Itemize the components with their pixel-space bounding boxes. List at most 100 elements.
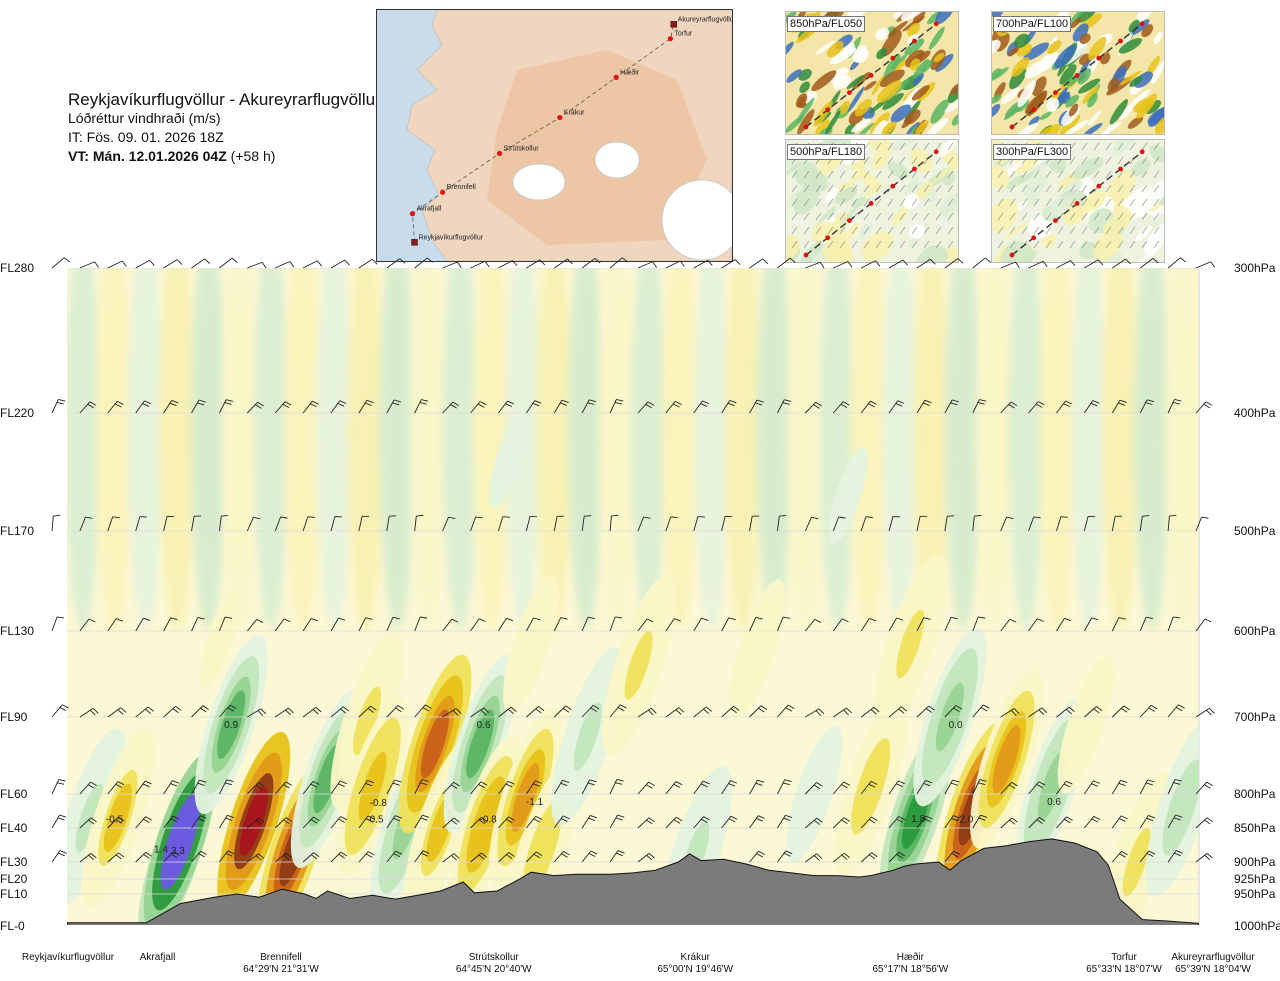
background-band	[819, 230, 855, 630]
value-label: -0.5	[106, 814, 124, 825]
right-axis-label: 600hPa	[1234, 624, 1276, 638]
left-axis-label: FL280	[0, 261, 34, 275]
wind-barb	[52, 705, 68, 717]
wind-barb-feather	[58, 399, 65, 401]
wind-barb-staff	[52, 851, 60, 862]
wind-barb-feather	[317, 261, 321, 266]
wind-barb-staff	[1196, 262, 1211, 268]
wind-barb-staff	[917, 259, 930, 268]
left-axis-label: FL60	[0, 787, 28, 801]
wind-barb-feather	[150, 260, 155, 265]
wind-barb-feather	[59, 779, 66, 781]
wind-barb-feather	[205, 259, 210, 264]
wind-barb-staff	[303, 261, 317, 268]
right-axis-label: 700hPa	[1234, 710, 1276, 724]
wind-barb-feather	[568, 259, 573, 264]
wind-barb	[52, 815, 66, 828]
location-label: Akureyrarflugvöllur	[1171, 952, 1255, 963]
background-band	[788, 230, 824, 630]
value-label: -0.8	[370, 798, 388, 809]
wind-barb	[108, 261, 127, 268]
wind-barb	[1196, 262, 1215, 268]
background-band	[631, 230, 667, 630]
wind-barb-feather	[57, 783, 64, 785]
wind-barb-feather	[1098, 260, 1103, 265]
left-axis-label: FL10	[0, 887, 28, 901]
wind-barb-staff	[1029, 261, 1044, 268]
wind-barb-feather	[177, 260, 182, 265]
wind-barb-feather	[1153, 258, 1158, 263]
value-label: 0.0	[949, 720, 963, 731]
location-labels: Reykjavíkurflugvöllur Akrafjall Brennifell…	[22, 951, 1255, 975]
wind-barb-staff	[526, 260, 540, 268]
right-axis-label: 1000hPa	[1234, 919, 1280, 933]
wind-barb	[554, 259, 572, 268]
wind-barb	[805, 262, 824, 268]
wind-barb-staff	[1084, 260, 1098, 268]
wind-barb	[415, 258, 433, 268]
right-axis-label: 800hPa	[1234, 787, 1276, 801]
wind-barb-feather	[1209, 708, 1214, 713]
background-band	[285, 230, 321, 630]
wind-barb-feather	[221, 516, 228, 517]
background-band	[757, 230, 793, 630]
wind-barb-feather	[820, 262, 824, 268]
wind-barb-staff	[694, 260, 708, 268]
wind-barb-feather	[779, 516, 786, 517]
wind-barb-feather	[232, 258, 237, 263]
wind-barb-feather	[1205, 855, 1210, 860]
background-band	[222, 230, 258, 630]
wind-barb-staff	[889, 260, 903, 268]
left-axis-label: FL40	[0, 821, 28, 835]
wind-barb	[973, 258, 991, 268]
wind-barb-staff	[722, 260, 736, 268]
background-band	[1071, 230, 1107, 630]
wind-barb-feather	[457, 262, 461, 268]
wind-barb	[52, 399, 65, 413]
wind-barb-staff	[387, 259, 400, 268]
left-axis-label: FL20	[0, 872, 28, 886]
wind-barb-feather	[930, 259, 935, 264]
wind-barb-staff	[750, 259, 763, 268]
wind-barb	[136, 260, 155, 268]
wind-barb-staff	[805, 262, 820, 268]
value-label: -1.1	[526, 797, 544, 808]
right-axis-label: 400hPa	[1234, 406, 1276, 420]
wind-barb-staff	[219, 258, 232, 268]
wind-barb-feather	[595, 258, 600, 263]
background-band	[977, 230, 1013, 630]
wind-barb-feather	[1202, 517, 1209, 518]
location-label: Brennifell	[260, 952, 302, 963]
location-label: Torfur	[1111, 952, 1137, 963]
value-label: -0.5	[366, 814, 384, 825]
wind-barb-staff	[52, 516, 53, 531]
wind-barb-feather	[698, 517, 705, 518]
value-label: -2.0	[956, 814, 974, 825]
wind-barb-feather	[848, 261, 852, 267]
right-axis-label: 850hPa	[1234, 821, 1276, 835]
background-band	[1040, 230, 1076, 630]
wind-barb	[666, 261, 685, 268]
wind-barb-feather	[58, 818, 65, 820]
wind-barb-feather	[1204, 785, 1210, 789]
value-label: 0.9	[224, 720, 238, 731]
wind-barb	[638, 262, 657, 268]
left-axis-label: FL-0	[0, 919, 25, 933]
wind-barb-feather	[903, 260, 908, 265]
wind-barb-feather	[485, 261, 489, 267]
wind-barb-feather	[735, 260, 740, 265]
wind-barb-staff	[861, 261, 875, 268]
value-label: -0.8	[479, 814, 497, 825]
wind-barb-feather	[653, 262, 657, 268]
location-coordinate: 65°39'N 18°04'W	[1175, 964, 1251, 975]
wind-barb-feather	[708, 260, 713, 265]
wind-barb	[303, 261, 322, 268]
wind-barb	[275, 261, 294, 268]
wind-barb-feather	[57, 402, 64, 404]
wind-barb-staff	[1112, 259, 1125, 268]
wind-barb-staff	[945, 259, 958, 268]
background-band	[536, 230, 572, 630]
wind-barb-feather	[1043, 261, 1047, 267]
wind-barb-feather	[262, 262, 266, 268]
